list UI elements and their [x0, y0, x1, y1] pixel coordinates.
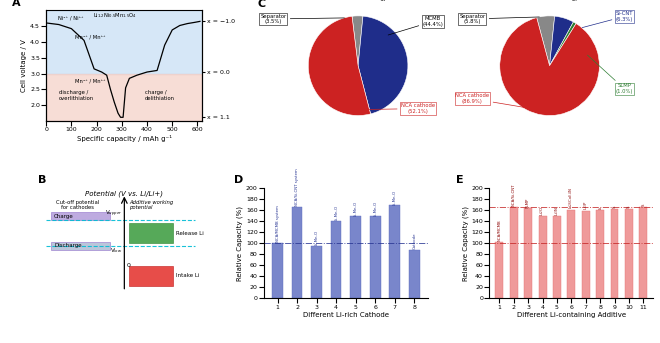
Text: SLMP: SLMP	[526, 197, 530, 208]
Bar	[51, 212, 110, 220]
Text: Li-Mn-O: Li-Mn-O	[354, 201, 358, 216]
Bar	[625, 209, 633, 298]
Title: SLMP pre-lithiated Si-CNT
Total mass: 56.2 mg/cm²: SLMP pre-lithiated Si-CNT Total mass: 56…	[508, 0, 592, 1]
Text: E: E	[457, 175, 464, 185]
Title: State-of-the-art MCMB
Total mass: 93.9 mg/cm²: State-of-the-art MCMB Total mass: 93.9 m…	[317, 0, 399, 1]
X-axis label: Different Li-containing Additive: Different Li-containing Additive	[517, 312, 626, 318]
Wedge shape	[550, 22, 576, 66]
Bar	[568, 210, 576, 298]
Bar	[51, 242, 110, 250]
Text: Mn⁴⁺ / Mn³⁺: Mn⁴⁺ / Mn³⁺	[75, 34, 106, 39]
Text: V$_{low}$: V$_{low}$	[110, 246, 122, 255]
Bar	[272, 243, 283, 298]
Bar	[409, 250, 420, 298]
Text: NCA/MCMB: NCA/MCMB	[498, 220, 502, 241]
Text: S: S	[612, 205, 616, 208]
Text: NCA cathode
(86.9%): NCA cathode (86.9%)	[455, 93, 535, 109]
Text: 0: 0	[127, 263, 131, 268]
Wedge shape	[352, 16, 363, 66]
Text: Li$_3$N: Li$_3$N	[553, 206, 561, 216]
Text: Ni²⁺ / Ni³⁺: Ni²⁺ / Ni³⁺	[58, 15, 84, 20]
X-axis label: Different Li-rich Cathode: Different Li-rich Cathode	[303, 312, 389, 318]
Text: NCA cathode
(52.1%): NCA cathode (52.1%)	[366, 103, 435, 114]
Bar	[312, 246, 322, 298]
Y-axis label: Cell voltage / V: Cell voltage / V	[21, 39, 27, 92]
Y-axis label: Relative Capacity (%): Relative Capacity (%)	[462, 205, 469, 281]
Text: Potential (V vs. Li/Li+): Potential (V vs. Li/Li+)	[85, 190, 163, 197]
Text: V$_{upper}$: V$_{upper}$	[105, 209, 122, 219]
Wedge shape	[308, 16, 371, 116]
Bar	[292, 207, 302, 298]
Bar	[510, 207, 517, 298]
Bar	[129, 266, 173, 286]
Bar	[553, 216, 561, 298]
Text: Li$_2$O: Li$_2$O	[539, 206, 546, 216]
Bar	[46, 10, 203, 74]
Text: charge /
delithiation: charge / delithiation	[145, 90, 174, 102]
Text: Li-Mn-O: Li-Mn-O	[393, 190, 397, 205]
Bar	[389, 205, 400, 298]
Text: Release Li: Release Li	[176, 231, 204, 236]
Bar	[596, 210, 604, 298]
Bar	[539, 216, 546, 298]
Text: discharge /
overlithiation: discharge / overlithiation	[59, 90, 94, 102]
Text: Additive working
potential: Additive working potential	[129, 200, 174, 210]
Text: NCA/Si-CNT: NCA/Si-CNT	[512, 184, 515, 206]
Text: Separator
(5.8%): Separator (5.8%)	[459, 14, 539, 24]
Wedge shape	[500, 17, 599, 116]
Text: NCA/MCMB system: NCA/MCMB system	[275, 205, 280, 243]
Text: B: B	[38, 175, 47, 185]
Text: Li: Li	[598, 206, 602, 209]
Text: Discharge: Discharge	[54, 244, 82, 248]
Bar	[350, 216, 361, 298]
Bar	[610, 209, 618, 298]
Wedge shape	[358, 16, 408, 114]
Bar	[496, 242, 504, 298]
Wedge shape	[537, 16, 554, 66]
Text: C: C	[257, 0, 265, 9]
Bar	[370, 216, 381, 298]
Wedge shape	[550, 16, 574, 66]
Text: Mn⁴⁺ / Mn³⁺: Mn⁴⁺ / Mn³⁺	[75, 79, 106, 83]
Bar	[129, 223, 173, 243]
Text: Li$_3$P: Li$_3$P	[582, 201, 589, 210]
Bar	[46, 74, 203, 121]
Bar	[524, 208, 532, 298]
Text: Charge: Charge	[54, 214, 74, 218]
Y-axis label: Relative Capacity (%): Relative Capacity (%)	[236, 205, 243, 281]
Text: Li$_{1.2}$Ni$_{0.5}$Mn$_{1.5}$O$_4$: Li$_{1.2}$Ni$_{0.5}$Mn$_{1.5}$O$_4$	[93, 11, 137, 20]
X-axis label: Specific capacity / mAh g⁻¹: Specific capacity / mAh g⁻¹	[77, 135, 172, 142]
Text: D: D	[234, 175, 244, 185]
Text: Si-CNT
(6.3%): Si-CNT (6.3%)	[582, 11, 633, 28]
Bar	[581, 211, 589, 298]
Text: Cut-off potential
for cathodes: Cut-off potential for cathodes	[56, 200, 99, 210]
Text: MCMB
(44.4%): MCMB (44.4%)	[388, 16, 444, 35]
Text: SLMP
(1.0%): SLMP (1.0%)	[587, 55, 633, 94]
Bar	[331, 221, 341, 298]
Text: Li$_{2.6}$Co$_{0.4}$N: Li$_{2.6}$Co$_{0.4}$N	[568, 188, 575, 209]
Bar	[640, 207, 647, 298]
Text: Li-Mn-O: Li-Mn-O	[334, 205, 338, 220]
Text: Separator
(3.5%): Separator (3.5%)	[260, 14, 345, 24]
Text: Li-Mn-O: Li-Mn-O	[315, 230, 319, 245]
Text: S: S	[642, 204, 645, 206]
Text: S: S	[627, 205, 631, 208]
Text: NCA/Si-CNT system: NCA/Si-CNT system	[295, 169, 299, 206]
Text: A: A	[12, 0, 20, 8]
Text: Cathode: Cathode	[412, 233, 416, 249]
Text: Li-Mn-O: Li-Mn-O	[373, 201, 378, 216]
Text: Intake Li: Intake Li	[176, 273, 199, 278]
